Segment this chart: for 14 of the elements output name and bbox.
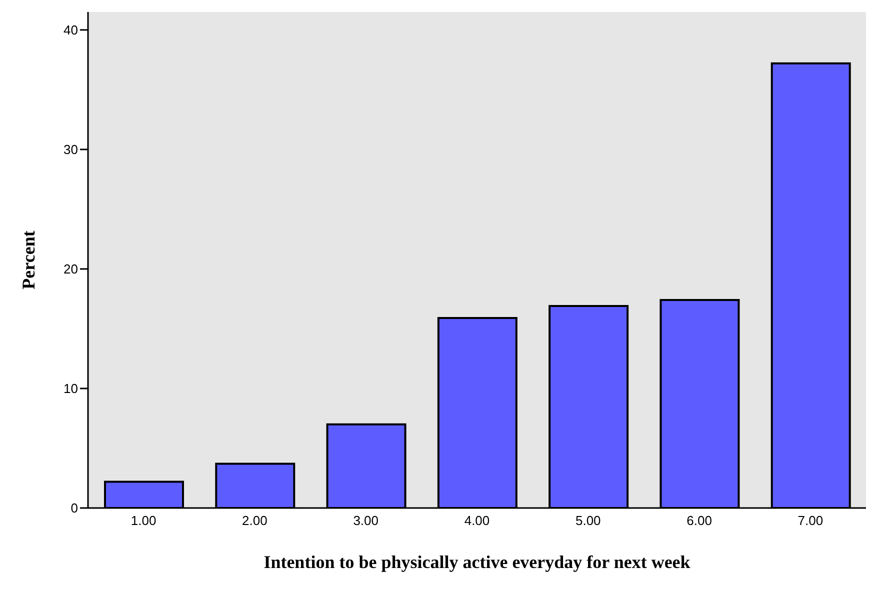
x-tick-label: 6.00 <box>686 513 712 528</box>
y-tick-label: 20 <box>64 262 78 277</box>
y-tick-label: 40 <box>64 22 78 38</box>
x-axis-title: Intention to be physically active everyday for next week <box>264 552 690 572</box>
x-tick-label: 3.00 <box>353 513 379 528</box>
x-tick-label: 1.00 <box>130 513 156 528</box>
y-tick-label: 30 <box>64 142 78 158</box>
y-tick-label: 10 <box>64 381 78 396</box>
x-tick-label: 2.00 <box>242 513 268 528</box>
y-tick-label: 0 <box>70 500 78 516</box>
y-axis-title: Percent <box>18 230 38 290</box>
x-tick-label: 5.00 <box>575 513 601 528</box>
x-tick-label: 4.00 <box>464 513 490 528</box>
x-tick-label: 7.00 <box>798 513 824 528</box>
